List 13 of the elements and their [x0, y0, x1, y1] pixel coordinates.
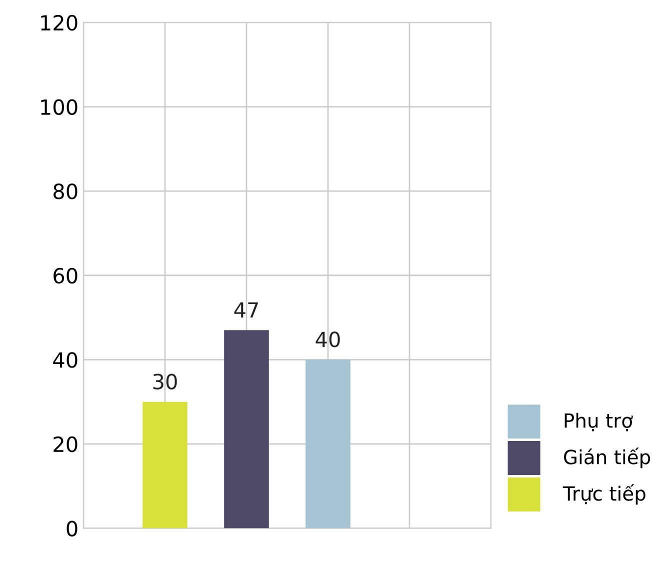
y-tick-label: 0: [66, 520, 78, 536]
y-tick-label: 20: [54, 436, 78, 452]
y-tick-label: 40: [53, 352, 78, 368]
y-tick-label: 60: [54, 268, 78, 284]
y-tick-label: 120: [41, 14, 78, 31]
data-label: 40: [316, 332, 340, 348]
legend-label: Gián tiếp: [564, 448, 650, 468]
y-tick-label: 80: [54, 184, 78, 200]
data-label: 30: [153, 374, 177, 390]
y-tick-label: 100: [41, 99, 78, 115]
legend-label: Phụ trợ: [564, 412, 633, 432]
data-label: 47: [234, 302, 258, 318]
legend-label: Trực tiếp: [562, 484, 646, 505]
